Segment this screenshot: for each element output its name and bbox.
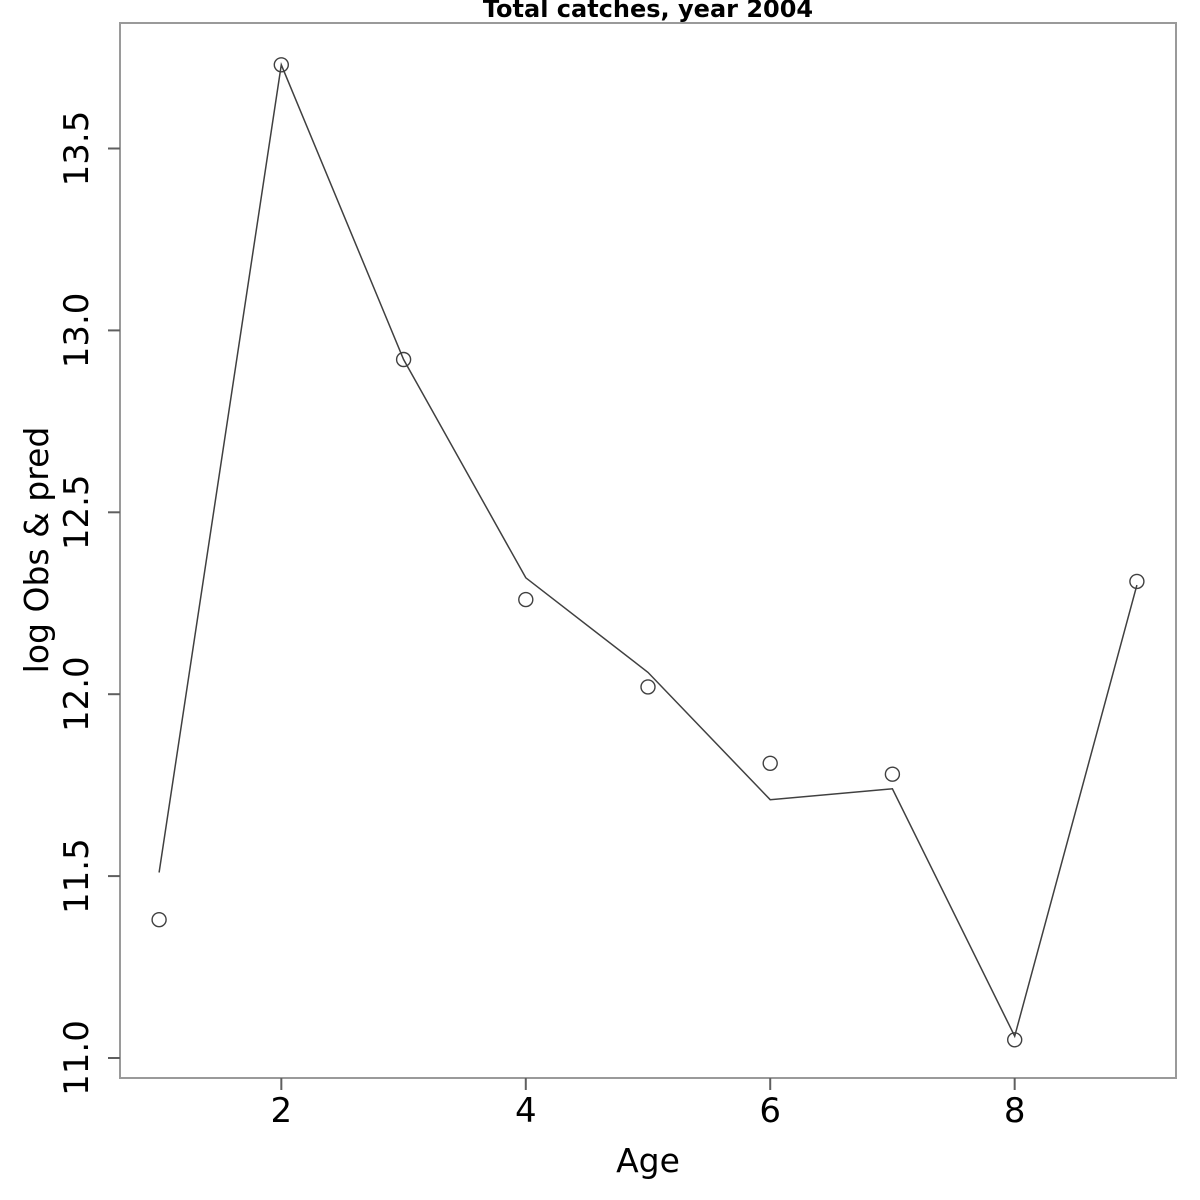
axis-ticks: 2 4 6 8 11.0 11.5 12.0 12.5 13.0 13.5	[57, 111, 1025, 1131]
observed-point	[395, 351, 412, 368]
x-tick-label: 2	[271, 1091, 293, 1131]
x-tick-label: 8	[1004, 1091, 1026, 1131]
chart-title: Total catches, year 2004	[483, 0, 813, 23]
data-series	[151, 57, 1145, 1048]
observed-point	[762, 755, 778, 771]
x-tick-label: 6	[759, 1091, 781, 1131]
observed-point	[518, 591, 534, 608]
y-tick-label: 11.5	[57, 838, 97, 914]
observed-point	[884, 766, 901, 782]
y-tick-label: 13.0	[57, 293, 97, 369]
y-tick-label: 11.0	[57, 1020, 97, 1096]
y-tick-label: 12.5	[57, 474, 97, 550]
observed-point	[1129, 573, 1145, 590]
plot-box	[119, 22, 1177, 1079]
x-tick-label: 4	[515, 1091, 537, 1131]
x-axis-label: Age	[616, 1141, 680, 1180]
observed-point	[640, 679, 656, 695]
y-axis-label: log Obs & pred	[17, 427, 56, 674]
plot-border	[119, 22, 1177, 1079]
observed-point	[151, 912, 167, 928]
observed-point	[1007, 1032, 1023, 1048]
observed-point	[273, 57, 289, 73]
prediction-line	[158, 62, 1138, 1039]
y-tick-label: 12.0	[57, 656, 97, 732]
y-tick-label: 13.5	[57, 111, 97, 187]
